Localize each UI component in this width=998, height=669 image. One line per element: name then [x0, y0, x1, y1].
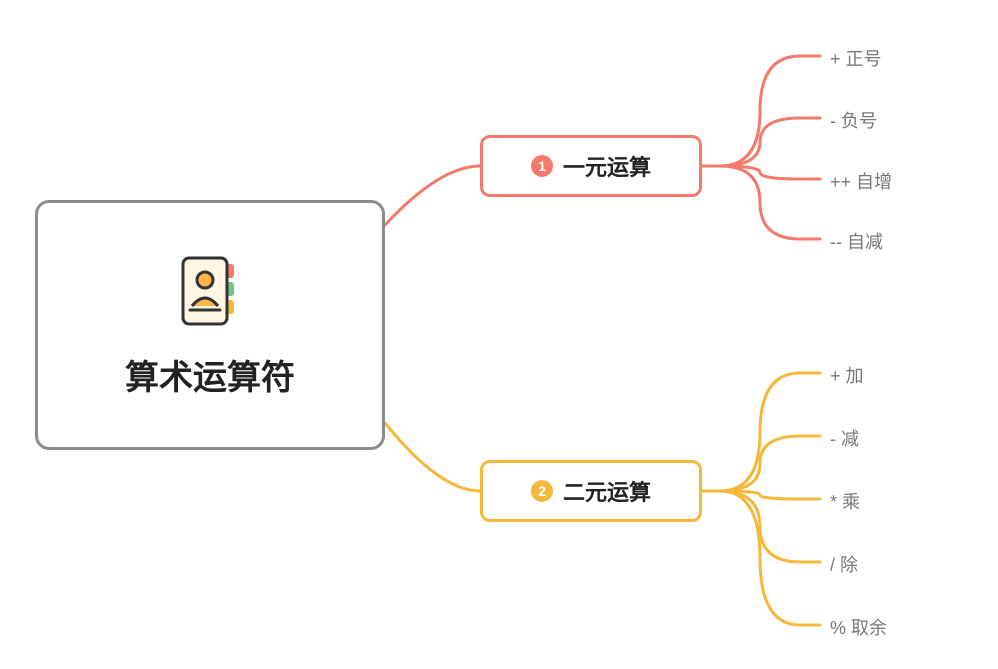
branch-badge: 2 [531, 480, 553, 502]
branch-badge: 1 [531, 155, 553, 177]
root-node: 算术运算符 [35, 200, 385, 450]
leaf-node: + 加 [830, 362, 864, 388]
leaf-node: / 除 [830, 551, 858, 577]
root-icon [170, 252, 250, 332]
leaf-node: - 负号 [830, 107, 877, 133]
leaf-node: - 减 [830, 425, 859, 451]
leaf-node: -- 自减 [830, 228, 883, 254]
leaf-node: ++ 自增 [830, 168, 892, 194]
branch-text: 二元运算 [563, 475, 651, 507]
branch-node-2: 2 二元运算 [480, 460, 702, 522]
branch-label: 1 一元运算 [531, 150, 651, 182]
leaf-node: * 乘 [830, 488, 860, 514]
leaf-node: % 取余 [830, 614, 887, 640]
branch-text: 一元运算 [563, 150, 651, 182]
root-title: 算术运算符 [125, 350, 295, 399]
branch-label: 2 二元运算 [531, 475, 651, 507]
leaf-node: + 正号 [830, 45, 882, 71]
branch-node-1: 1 一元运算 [480, 135, 702, 197]
